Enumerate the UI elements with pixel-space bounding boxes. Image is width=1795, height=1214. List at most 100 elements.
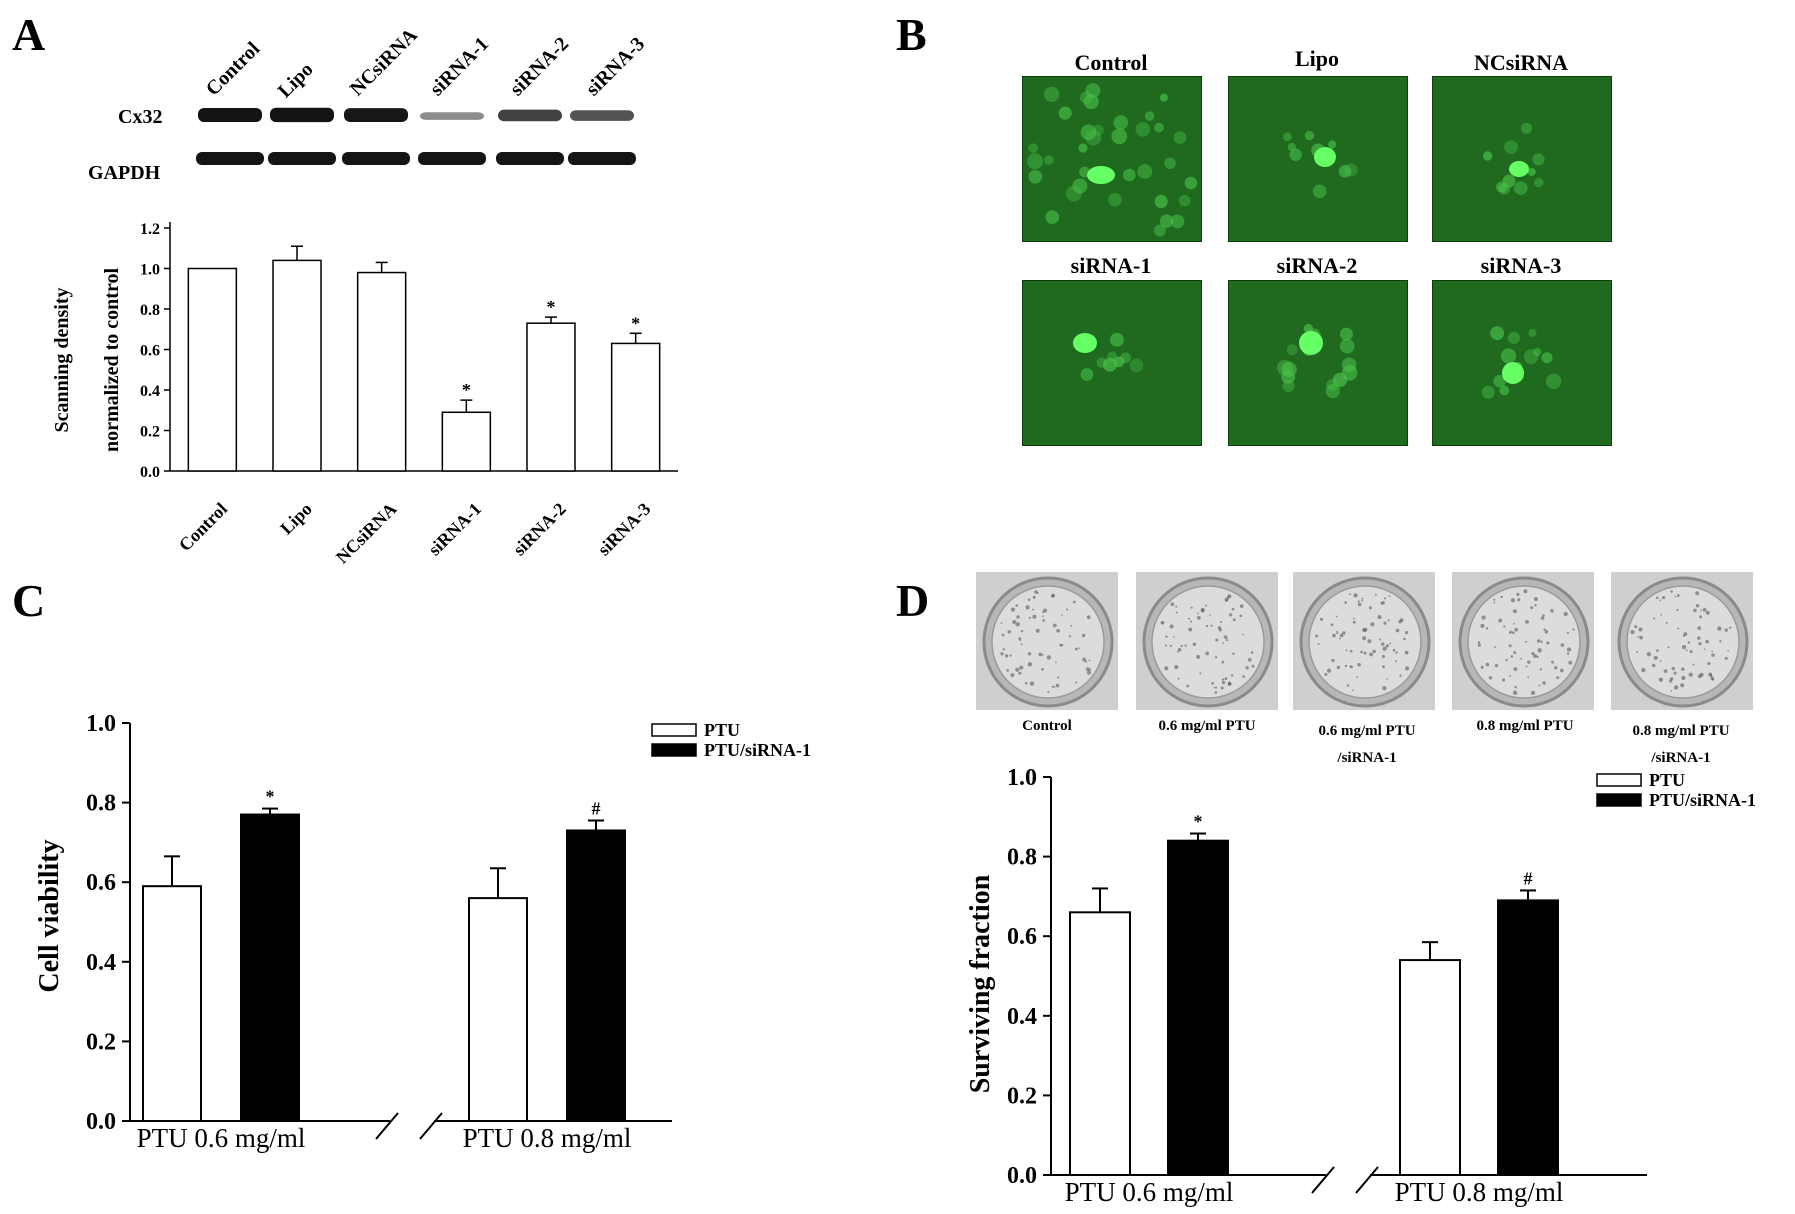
colony xyxy=(1007,630,1011,634)
y-tick-label: 0.2 xyxy=(86,1029,116,1055)
colony xyxy=(1525,665,1528,668)
significance-mark: # xyxy=(1524,868,1533,888)
colony xyxy=(1387,619,1390,622)
colony xyxy=(1711,653,1715,657)
colony xyxy=(1344,664,1348,668)
colony xyxy=(1703,648,1706,650)
colony xyxy=(1229,613,1233,617)
colony xyxy=(1019,639,1022,642)
x-tick-label: siRNA-2 xyxy=(509,499,570,560)
colony xyxy=(1509,630,1512,634)
dye-coupled-cell xyxy=(1080,368,1094,381)
colony xyxy=(1200,607,1205,612)
colony xyxy=(1349,665,1353,669)
colony xyxy=(1530,606,1534,610)
dye-coupled-cell xyxy=(1504,140,1518,155)
y-tick-label: 1.0 xyxy=(86,711,116,737)
colony xyxy=(1659,599,1662,602)
colony xyxy=(1503,625,1506,628)
colony xyxy=(1498,618,1503,623)
colony xyxy=(1524,640,1528,643)
colony xyxy=(1665,621,1668,624)
colony xyxy=(1550,609,1554,613)
colony xyxy=(1514,685,1517,689)
dye-coupled-cell xyxy=(1332,372,1348,388)
colony xyxy=(1382,646,1387,651)
colony xyxy=(1699,615,1703,619)
dye-coupled-cell xyxy=(1085,83,1101,99)
dye-coupled-cell xyxy=(1129,358,1144,373)
colony xyxy=(1190,606,1193,609)
bar xyxy=(272,259,322,472)
colony xyxy=(1335,615,1338,618)
colony xyxy=(1510,655,1514,658)
colony xyxy=(1534,597,1538,602)
colony xyxy=(1250,651,1254,654)
colony xyxy=(1385,644,1389,648)
colony xyxy=(1012,619,1017,624)
y-tick-label: 1.0 xyxy=(140,262,160,279)
y-tick-label: 1.2 xyxy=(140,221,160,238)
colony xyxy=(1512,690,1518,695)
colony xyxy=(1646,652,1652,657)
colony xyxy=(1513,651,1517,655)
colony xyxy=(1404,650,1409,655)
fluo-label: siRNA-3 xyxy=(1480,253,1562,278)
colony xyxy=(1009,654,1012,657)
colony xyxy=(1221,678,1225,681)
dye-cell xyxy=(1299,331,1323,355)
colony xyxy=(1041,653,1044,656)
colony xyxy=(1383,597,1387,600)
colony xyxy=(1015,622,1020,627)
group-label: PTU 0.6 mg/ml xyxy=(1065,1177,1234,1207)
colony xyxy=(1559,668,1564,673)
colony xyxy=(1346,684,1350,687)
colony xyxy=(1370,622,1375,627)
y-tick-label: 0.8 xyxy=(140,302,160,319)
colony xyxy=(1213,686,1216,689)
colony xyxy=(1534,604,1537,607)
dye-coupled-cell xyxy=(1325,383,1340,399)
panel-letter-b: B xyxy=(896,9,927,60)
colony xyxy=(1165,635,1168,638)
colony xyxy=(1239,604,1244,608)
significance-mark: * xyxy=(266,787,275,807)
chart-d-ylabel: Surviving fraction xyxy=(965,874,996,1093)
colony xyxy=(1051,685,1054,688)
colony xyxy=(1481,615,1486,620)
dye-coupled-cell xyxy=(1521,122,1533,134)
bar xyxy=(187,267,238,472)
colony xyxy=(1020,643,1023,646)
colony xyxy=(1057,676,1060,679)
colony xyxy=(1681,675,1686,681)
cx32-band xyxy=(570,110,634,121)
colony xyxy=(1513,622,1515,625)
dye-coupled-cell xyxy=(1154,122,1164,133)
blot-lane-label: siRNA-3 xyxy=(581,32,650,101)
colony xyxy=(1242,675,1246,678)
colony xyxy=(1477,643,1481,647)
bar xyxy=(526,322,576,472)
colony xyxy=(1052,623,1057,628)
colony xyxy=(1392,648,1396,652)
y-tick-label: 0.2 xyxy=(1007,1083,1037,1109)
colony xyxy=(1369,652,1373,657)
fluo-label: siRNA-1 xyxy=(1070,253,1152,278)
colony xyxy=(1517,598,1521,602)
dye-coupled-cell xyxy=(1527,167,1536,176)
bar xyxy=(1399,959,1461,1176)
dye-coupled-cell xyxy=(1286,344,1298,356)
colony xyxy=(1344,601,1348,604)
dye-coupled-cell xyxy=(1523,349,1539,365)
colony xyxy=(1380,642,1385,646)
colony xyxy=(1516,592,1520,597)
colony xyxy=(1339,633,1344,638)
colony xyxy=(1330,623,1334,627)
colony xyxy=(1205,604,1208,607)
dish-label: 0.8 mg/ml PTU xyxy=(1476,718,1574,734)
cx32-band xyxy=(498,109,562,122)
colony xyxy=(1215,686,1218,689)
colony xyxy=(1068,635,1072,638)
colony xyxy=(1683,632,1688,636)
colony xyxy=(1673,671,1677,675)
